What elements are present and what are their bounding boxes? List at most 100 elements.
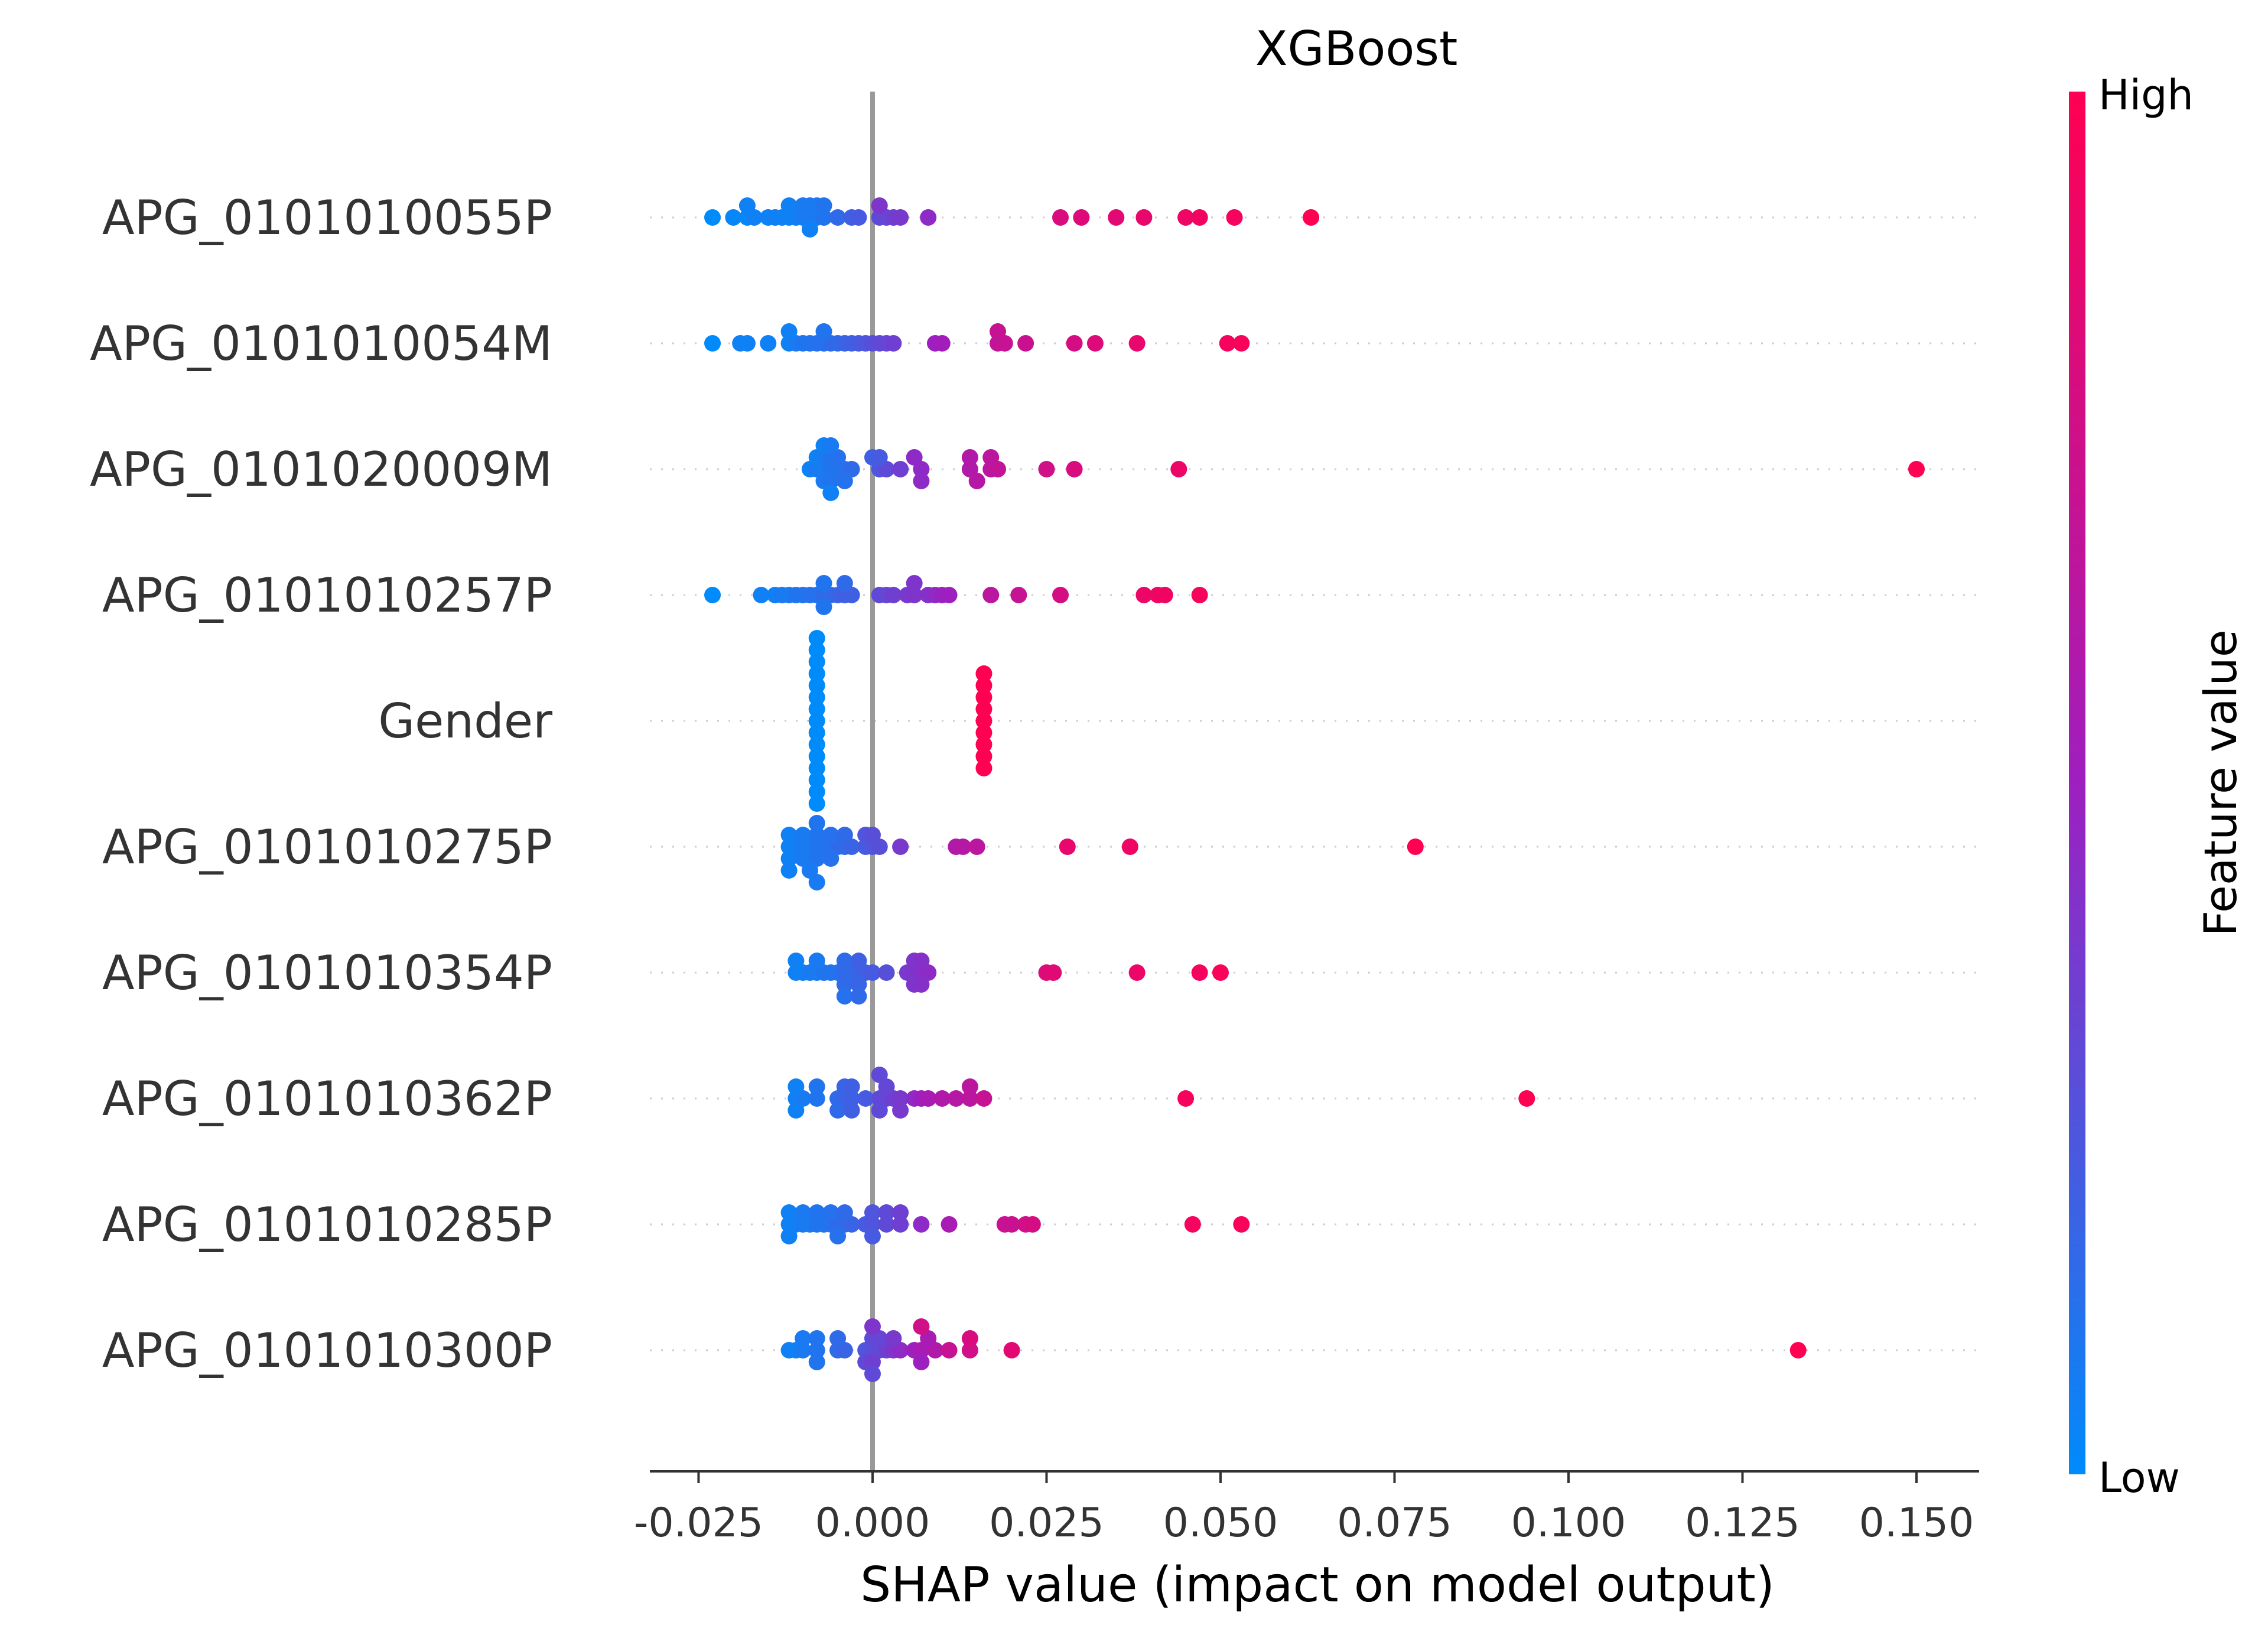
data-point (760, 335, 777, 352)
data-point (788, 1078, 805, 1095)
x-tick-label: 0.150 (1859, 1500, 1974, 1546)
data-point (961, 449, 978, 466)
data-point (948, 1090, 965, 1107)
data-point (1045, 964, 1062, 981)
data-point (738, 197, 756, 214)
x-tick-label: 0.100 (1511, 1500, 1626, 1546)
feature-label: APG_0101010055P (102, 190, 552, 245)
data-point (892, 1090, 909, 1107)
feature-label: Gender (378, 694, 552, 749)
data-point (941, 1342, 958, 1358)
data-point (1156, 587, 1173, 603)
data-point (808, 713, 825, 729)
data-point (878, 964, 895, 981)
data-point (850, 953, 867, 969)
data-point (704, 209, 721, 226)
data-point (850, 988, 867, 1005)
data-point (808, 1204, 825, 1221)
data-point (1170, 461, 1187, 477)
data-point (1024, 1216, 1041, 1233)
colorbar-title: Feature value (2194, 630, 2247, 937)
data-point (1233, 1216, 1250, 1233)
data-point (1908, 461, 1925, 477)
data-point (1191, 964, 1208, 981)
data-point (885, 587, 902, 603)
data-point (843, 1102, 860, 1119)
data-point (808, 677, 825, 694)
data-point (808, 630, 825, 646)
data-point (1191, 209, 1208, 226)
data-point (1038, 461, 1055, 477)
data-point (906, 575, 923, 592)
data-point (788, 953, 805, 969)
data-point (975, 665, 993, 682)
data-point (941, 1216, 958, 1233)
data-point (1059, 838, 1076, 855)
x-tick-label: 0.025 (989, 1500, 1104, 1546)
data-point (1086, 335, 1104, 352)
data-point (822, 1204, 839, 1221)
data-point (1121, 838, 1138, 855)
data-point (961, 1090, 978, 1107)
data-point (885, 335, 902, 352)
data-point (1135, 209, 1153, 226)
data-point (1010, 587, 1027, 603)
data-point (725, 209, 742, 226)
data-point (913, 1318, 930, 1335)
data-point (829, 209, 847, 226)
data-point (1128, 964, 1146, 981)
data-point (1052, 587, 1069, 603)
data-point (961, 1078, 978, 1095)
data-point (1003, 1216, 1020, 1233)
data-point (822, 485, 839, 501)
data-point (843, 1078, 860, 1095)
data-point (857, 1090, 874, 1107)
x-tick-label: 0.050 (1163, 1500, 1278, 1546)
data-point (808, 701, 825, 717)
data-point (836, 976, 853, 993)
data-point (795, 827, 812, 843)
data-point (808, 1078, 825, 1095)
data-point (836, 827, 853, 843)
data-point (808, 689, 825, 706)
data-point (1518, 1090, 1535, 1107)
data-point (955, 838, 972, 855)
x-ticks: -0.025 0.000 0.025 0.050 0.075 0.100 0.125 0.15… (634, 1471, 1974, 1546)
data-point (864, 1354, 881, 1370)
data-point (975, 724, 993, 741)
data-point (836, 575, 853, 592)
data-point (808, 1354, 825, 1370)
data-point (1226, 209, 1243, 226)
data-point (1108, 209, 1125, 226)
data-point (780, 827, 798, 843)
data-point (975, 713, 993, 729)
data-point (1003, 1342, 1020, 1358)
data-point (815, 575, 832, 592)
data-point (871, 197, 888, 214)
data-point (920, 1090, 937, 1107)
data-point (808, 724, 825, 741)
data-point (961, 1330, 978, 1347)
data-point (892, 1216, 909, 1233)
feature-label: APG_0101010054M (90, 316, 552, 371)
feature-label: APG_0101010285P (102, 1197, 552, 1252)
data-point (975, 760, 993, 776)
data-point (878, 1216, 895, 1233)
data-point (975, 748, 993, 765)
data-point (808, 815, 825, 831)
data-point (822, 437, 839, 454)
feature-label: APG_0101010362P (102, 1071, 552, 1126)
chart-title: XGBoost (1255, 21, 1458, 76)
data-point (913, 953, 930, 969)
data-point (780, 862, 798, 879)
x-axis-title: SHAP value (impact on model output) (860, 1557, 1775, 1613)
data-point (808, 736, 825, 753)
data-point (829, 1228, 847, 1244)
feature-label: APG_0101010275P (102, 820, 552, 875)
data-point (1789, 1342, 1807, 1358)
colorbar-low-label: Low (2098, 1454, 2180, 1502)
data-point (871, 1067, 888, 1083)
data-point (850, 209, 867, 226)
data-point (968, 838, 985, 855)
x-tick-label: 0.125 (1685, 1500, 1800, 1546)
